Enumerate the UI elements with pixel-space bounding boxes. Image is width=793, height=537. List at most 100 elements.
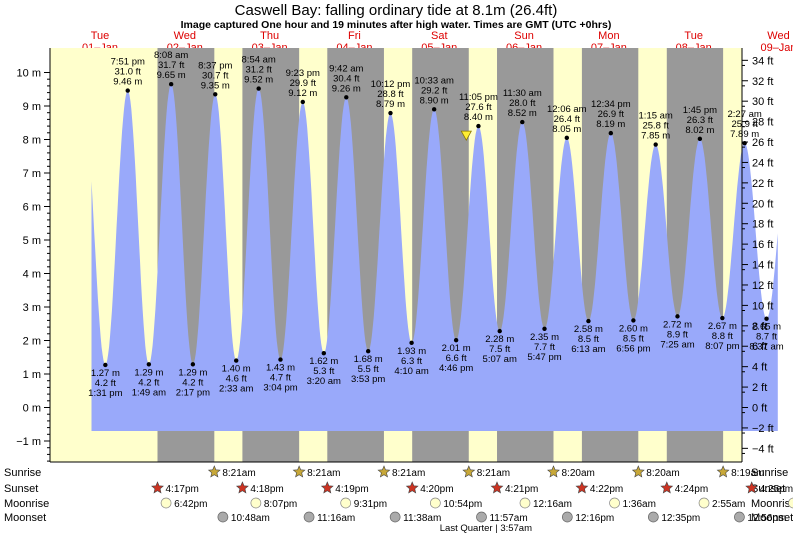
high-water-dot [300,99,305,105]
high-time: 8:08 am [154,50,188,61]
high-time: 8:54 am [242,55,276,66]
low-height-m: 1.93 m [397,346,426,357]
right-tick-label: 24 ft [752,157,773,169]
low-time: 8:37 am [749,342,783,353]
low-height-m: 1.62 m [309,356,338,367]
high-height-ft: 25.8 ft [642,121,669,132]
moonrise-time: 10:54pm [443,499,482,510]
high-height-m: 8.19 m [596,119,625,130]
low-water-dot [542,326,547,331]
low-water-dot [720,315,725,321]
high-height-m: 8.02 m [685,125,714,136]
right-tick-label: 2 ft [752,382,767,394]
high-water-dot [697,136,703,142]
left-tick-label: 4 m [23,269,41,281]
low-height-ft: 4.7 ft [270,373,291,384]
high-water-dot [431,107,437,112]
low-height-m: 2.67 m [708,321,737,332]
left-tick-label: 5 m [23,235,41,247]
moonrise-row-label-right: Moonrise [751,498,793,510]
high-time: 9:42 am [329,63,363,74]
high-water-dot [564,135,570,141]
low-height-m: 1.27 m [91,368,120,379]
moonset-time: 12:35pm [661,513,700,524]
low-water-dot [234,358,239,363]
sunset-icon [405,481,419,494]
sunrise-time: 8:19am [731,468,764,479]
high-height-m: 7.89 m [730,129,759,140]
sunset-time: 4:21pm [505,484,538,495]
low-water-dot [146,362,152,367]
high-height-m: 9.26 m [332,83,361,94]
day-name: Sun [514,30,534,42]
moonrise-icon [698,497,710,509]
low-water-dot [631,318,636,323]
day-name: Thu [260,30,279,42]
high-time: 2:27 am [727,109,761,120]
right-tick-label: 16 ft [752,239,773,251]
sunset-icon [235,481,249,494]
low-height-m: 2.01 m [442,343,471,354]
low-time: 7:25 am [660,339,694,350]
sunrise-time: 8:21am [222,468,255,479]
moonrise-time: 6:42pm [174,499,207,510]
low-water-dot [675,314,680,319]
moonset-time: 11:57am [489,513,527,524]
right-tick-label: 26 ft [752,137,773,149]
low-water-dot [321,351,327,356]
high-height-m: 8.40 m [464,112,493,123]
low-height-m: 1.29 m [134,367,163,378]
left-tick-label: 2 m [23,336,41,348]
day-name: Wed [767,30,789,42]
high-height-ft: 31.0 ft [115,67,142,78]
sunset-icon [575,481,589,494]
high-time: 12:06 am [547,104,587,115]
moonrise-icon [519,497,531,509]
sunrise-row-label-left: Sunrise [4,467,41,479]
high-height-ft: 29.2 ft [421,85,448,96]
high-time: 1:45 pm [683,105,717,116]
low-height-m: 2.35 m [530,332,559,343]
right-tick-label: 30 ft [752,96,773,108]
high-time: 11:30 am [503,88,542,99]
low-height-ft: 4.2 ft [182,377,203,388]
high-height-ft: 26.9 ft [598,109,625,120]
sunset-icon [745,481,759,494]
sunrise-time: 8:20am [646,468,679,479]
axes: 10 m 9 m 8 m 7 m 6 m 5 m 4 m 3 m 2 m 1 m 0 m −1 m 34… [16,48,774,463]
sunset-time: 4:20pm [420,484,453,495]
low-height-m: 2.65 m [752,322,781,333]
day-name: Fri [348,30,361,42]
high-height-m: 8.05 m [552,124,581,135]
high-time: 11:05 pm [459,92,498,103]
low-time: 3:20 am [307,376,341,387]
left-tick-label: 1 m [23,369,41,381]
chart-title: Caswell Bay: falling ordinary tide at 8.… [235,2,558,19]
high-height-ft: 31.2 ft [245,65,272,76]
high-time: 7:51 pm [111,57,145,68]
right-tick-label: 22 ft [752,178,773,190]
right-tick-label: 6 ft [752,341,767,353]
right-tick-label: 32 ft [752,76,773,88]
high-height-ft: 30.7 ft [202,70,229,81]
left-tick-label: 6 m [23,202,41,214]
moonrise-time: 1:36am [623,499,656,510]
left-tick-label: 7 m [23,168,41,180]
low-water-dot [278,357,283,362]
low-time: 2:33 am [219,384,253,395]
low-time: 6:13 am [571,344,605,355]
moonset-icon [303,511,315,523]
sunrise-time: 8:20am [561,468,594,479]
moonrise-time: 9:31pm [354,499,387,510]
high-time: 12:34 pm [591,99,631,110]
day-name: Sat [431,30,448,42]
moonrise-icon [250,497,262,509]
high-water-dot [213,92,218,97]
high-water-dot [125,88,130,93]
high-height-m: 9.65 m [157,70,186,81]
high-height-m: 9.46 m [113,77,142,88]
high-height-m: 9.52 m [244,75,273,86]
left-tick-label: 9 m [23,101,41,113]
sunrise-time: 8:21am [307,468,340,479]
